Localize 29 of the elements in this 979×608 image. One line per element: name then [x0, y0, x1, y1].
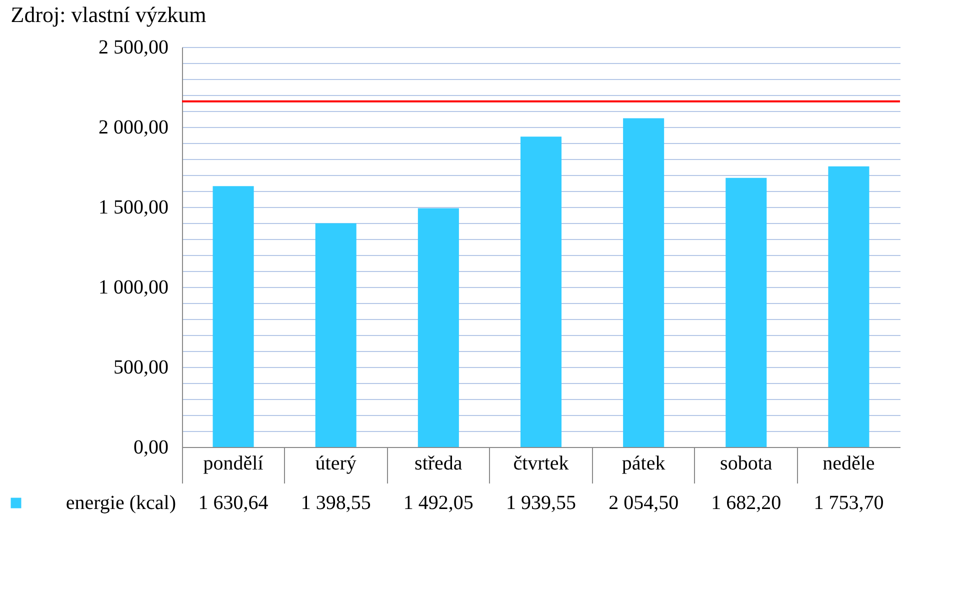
bar	[315, 223, 356, 447]
x-tick-label: pátek	[622, 452, 666, 474]
data-label: 1 682,20	[711, 492, 782, 514]
data-label: 1 630,64	[198, 492, 268, 514]
data-label: 1 398,55	[300, 492, 371, 514]
x-tick-label: čtvrtek	[513, 452, 569, 474]
x-tick-label: pondělí	[203, 452, 264, 474]
y-tick-label: 500,00	[114, 356, 168, 378]
text: Zdroj: vlastní výzkum	[10, 2, 206, 27]
bar	[828, 166, 870, 447]
bar	[418, 208, 459, 447]
data-label: 1 753,70	[814, 492, 884, 514]
y-tick-label: 2 500,00	[98, 36, 168, 58]
x-tick-label: sobota	[720, 452, 772, 474]
y-tick-label: 0,00	[134, 436, 168, 458]
data-label: 1 492,05	[403, 492, 474, 514]
x-tick-label: středa	[414, 452, 462, 474]
bar	[212, 186, 254, 447]
x-tick-label: neděle	[822, 452, 875, 474]
x-tick-label: úterý	[315, 452, 356, 474]
bar	[623, 118, 664, 447]
legend-label: energie (kcal)	[66, 492, 176, 514]
y-tick-label: 1 000,00	[98, 276, 168, 298]
bar	[520, 136, 562, 447]
y-tick-label: 2 000,00	[98, 116, 168, 138]
data-label: 2 054,50	[608, 492, 679, 514]
y-tick-label: 1 500,00	[98, 196, 168, 218]
bar	[726, 178, 767, 447]
data-label: 1 939,55	[506, 492, 576, 514]
